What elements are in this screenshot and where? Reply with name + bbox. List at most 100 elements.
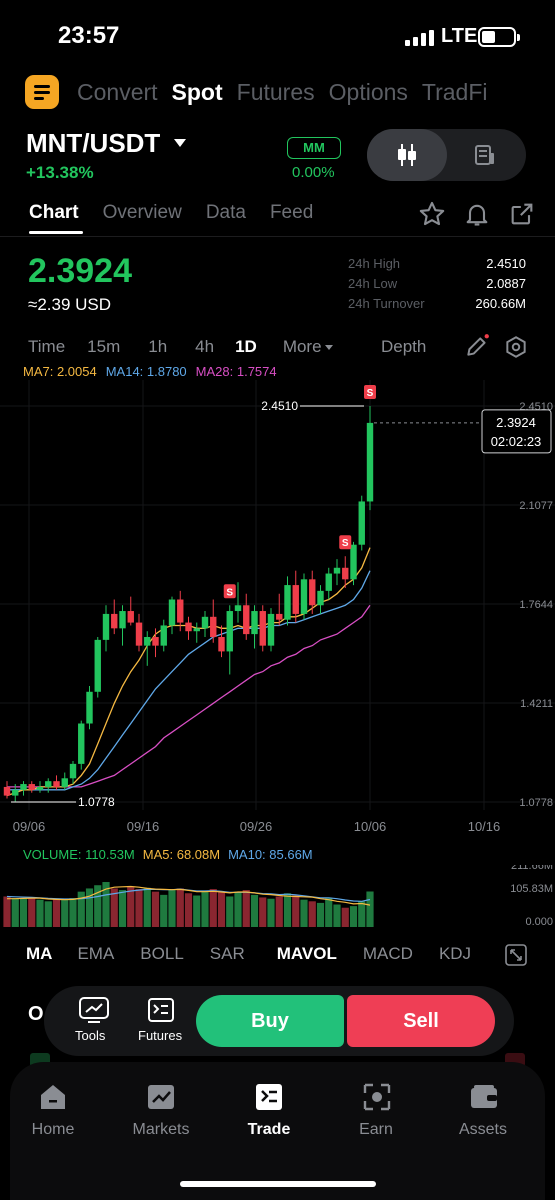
- ind-boll[interactable]: BOLL: [140, 944, 184, 963]
- tf-15m[interactable]: 15m: [87, 337, 121, 356]
- top-nav-spot[interactable]: Spot: [171, 79, 223, 105]
- markets-icon[interactable]: [146, 1083, 176, 1111]
- volume-bar: [28, 897, 36, 927]
- ind-ema[interactable]: EMA: [77, 944, 115, 963]
- sell-button[interactable]: Sell: [347, 995, 495, 1047]
- mm-value: 0.00%: [292, 164, 335, 181]
- bell-icon[interactable]: [463, 200, 491, 228]
- tf-more[interactable]: More: [282, 337, 322, 356]
- vol-tick-label: 0.000: [525, 916, 553, 928]
- tab-data[interactable]: Data: [205, 202, 246, 223]
- futures-icon[interactable]: [147, 997, 175, 1023]
- vol-tick-label: 211.66M: [511, 865, 553, 872]
- futures-label[interactable]: Futures: [138, 1028, 183, 1043]
- top-nav-tradfi[interactable]: TradFi: [421, 79, 488, 105]
- volume-bar: [160, 894, 168, 927]
- chart-tabs: Chart Overview Data Feed: [29, 202, 337, 224]
- wallet-icon[interactable]: [469, 1083, 499, 1111]
- nav-earn[interactable]: Earn: [359, 1121, 393, 1138]
- price-usd: ≈2.39 USD: [28, 295, 112, 314]
- stats-24h: 24h High 2.4510 24h Low 2.0887 24h Turnove…: [348, 256, 526, 316]
- caret-down-icon[interactable]: [174, 139, 186, 147]
- view-toggle[interactable]: [367, 129, 526, 181]
- ma28-label: MA28: 1.7574: [195, 364, 277, 379]
- current-price-tag: [481, 409, 552, 454]
- candlestick-icon[interactable]: [394, 142, 420, 168]
- nav-home[interactable]: Home: [31, 1121, 75, 1138]
- stat-label: 24h Low: [348, 276, 398, 291]
- earn-icon[interactable]: [362, 1082, 392, 1112]
- volume-bar: [3, 896, 11, 927]
- candle: [45, 781, 52, 787]
- volume-bar: [341, 907, 349, 927]
- mm-badge[interactable]: MM: [287, 137, 341, 159]
- volume-bar: [292, 895, 300, 927]
- settings-icon[interactable]: [503, 334, 529, 360]
- tf-time[interactable]: Time: [28, 337, 66, 356]
- candle: [309, 579, 316, 606]
- tf-1d[interactable]: 1D: [235, 337, 257, 356]
- vol-ma10-label: MA10: 85.66M: [228, 847, 313, 862]
- volume-bar: [259, 897, 267, 927]
- nav-assets[interactable]: Assets: [458, 1121, 507, 1138]
- order-book-icon[interactable]: [473, 143, 497, 167]
- candlestick-chart[interactable]: 2.4510 2.1077 1.7644 1.4211 1.0778 09/06 09/16…: [0, 380, 555, 840]
- x-tick-label: 09/06: [13, 819, 46, 834]
- nav-trade[interactable]: Trade: [247, 1121, 291, 1138]
- divider: [0, 236, 555, 237]
- buy-button[interactable]: Buy: [196, 995, 344, 1047]
- volume-chart[interactable]: 211.66M 105.83M 0.000: [0, 865, 555, 930]
- candle: [366, 422, 374, 502]
- depth-button[interactable]: Depth: [381, 337, 427, 356]
- volume-bar: [11, 898, 19, 927]
- ma14-line: [7, 570, 371, 791]
- ind-mavol[interactable]: MAVOL: [276, 944, 337, 963]
- y-tick-label: 1.4211: [520, 698, 553, 710]
- tf-1h[interactable]: 1h: [148, 337, 168, 356]
- top-nav-convert[interactable]: Convert: [77, 79, 158, 105]
- share-icon[interactable]: [508, 200, 536, 228]
- home-icon[interactable]: [38, 1083, 68, 1111]
- volume-bar: [77, 891, 85, 927]
- volume-bar: [94, 885, 102, 927]
- ind-macd[interactable]: MACD: [362, 944, 413, 963]
- ind-kdj[interactable]: KDJ: [438, 944, 472, 963]
- candle: [292, 585, 299, 614]
- candle: [78, 723, 85, 764]
- candle: [251, 611, 258, 635]
- tools-label[interactable]: Tools: [75, 1028, 106, 1043]
- candle: [276, 613, 283, 620]
- last-price: 2.3924: [28, 252, 132, 290]
- candle: [358, 501, 365, 545]
- top-nav-futures[interactable]: Futures: [236, 79, 315, 105]
- ind-ma[interactable]: MA: [26, 944, 53, 963]
- candle: [300, 579, 308, 614]
- candle: [135, 622, 143, 646]
- y-tick-label: 1.7644: [519, 599, 553, 611]
- volume-bar: [250, 894, 259, 927]
- y-tick-label: 1.0778: [519, 797, 553, 809]
- star-icon[interactable]: [418, 200, 446, 228]
- tab-overview[interactable]: Overview: [102, 202, 182, 223]
- menu-icon[interactable]: [25, 75, 59, 109]
- tab-feed[interactable]: Feed: [269, 202, 314, 223]
- tf-4h[interactable]: 4h: [195, 337, 215, 356]
- candle: [12, 789, 19, 796]
- ma14-label: MA14: 1.8780: [105, 364, 187, 379]
- candle: [127, 611, 134, 623]
- volume-bar: [184, 893, 193, 927]
- candle: [226, 611, 233, 652]
- low-marker-label: 1.0778: [78, 795, 115, 809]
- indicator-bar: MA EMA BOLL SAR MAVOL MACD KDJ: [26, 944, 471, 964]
- pair-selector[interactable]: MNT/USDT: [26, 128, 161, 158]
- expand-icon[interactable]: [505, 944, 527, 966]
- pencil-icon[interactable]: [464, 333, 490, 359]
- top-nav-options[interactable]: Options: [328, 79, 408, 105]
- trade-icon[interactable]: [254, 1083, 284, 1111]
- tab-chart[interactable]: Chart: [29, 202, 79, 223]
- caret-down-icon[interactable]: [324, 345, 333, 350]
- nav-markets[interactable]: Markets: [132, 1121, 190, 1138]
- volume-bar: [102, 882, 110, 927]
- ind-sar[interactable]: SAR: [209, 944, 245, 963]
- tools-icon[interactable]: [78, 996, 110, 1024]
